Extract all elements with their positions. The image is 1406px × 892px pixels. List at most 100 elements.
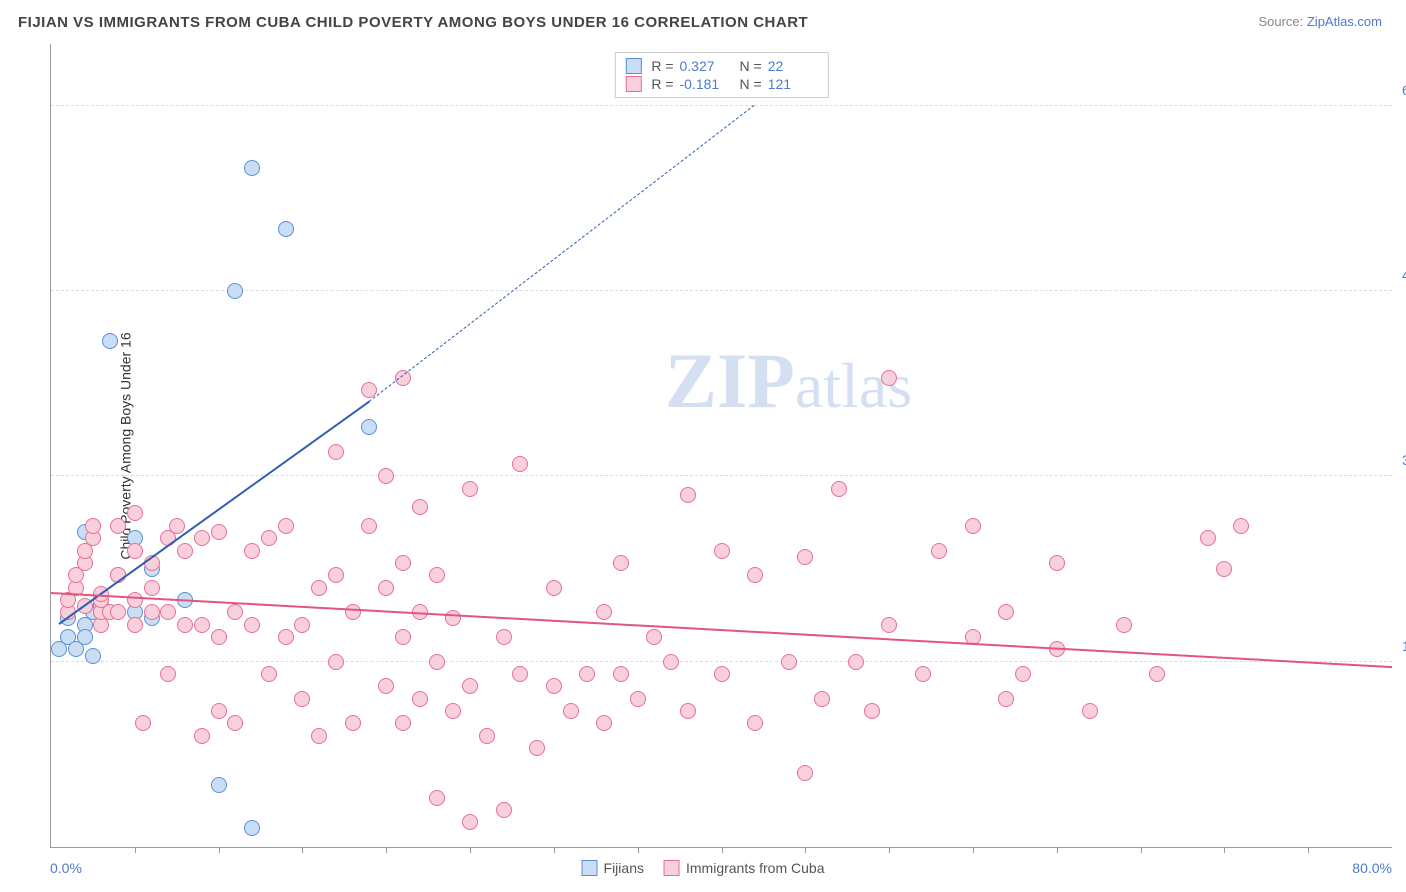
r-value: -0.181 xyxy=(680,76,730,92)
data-point xyxy=(378,468,394,484)
source-prefix: Source: xyxy=(1258,14,1306,29)
data-point xyxy=(278,221,294,237)
data-point xyxy=(177,617,193,633)
data-point xyxy=(881,370,897,386)
data-point xyxy=(328,654,344,670)
r-label: R = xyxy=(651,76,673,92)
legend-item: Fijians xyxy=(582,860,644,876)
chart-plot-area: ZIPatlas R =0.327N =22R =-0.181N =121 15… xyxy=(50,44,1392,848)
x-tick xyxy=(638,847,639,853)
data-point xyxy=(227,715,243,731)
x-tick xyxy=(1141,847,1142,853)
series-swatch xyxy=(625,58,641,74)
x-tick xyxy=(135,847,136,853)
data-point xyxy=(965,518,981,534)
source-label: Source: ZipAtlas.com xyxy=(1258,14,1382,29)
data-point xyxy=(1149,666,1165,682)
data-point xyxy=(169,518,185,534)
data-point xyxy=(998,691,1014,707)
x-tick xyxy=(1224,847,1225,853)
data-point xyxy=(361,518,377,534)
data-point xyxy=(596,604,612,620)
data-point xyxy=(1216,561,1232,577)
data-point xyxy=(144,604,160,620)
data-point xyxy=(378,678,394,694)
legend-swatch xyxy=(582,860,598,876)
x-tick xyxy=(554,847,555,853)
y-tick-label: 60.0% xyxy=(1402,82,1406,98)
x-tick xyxy=(889,847,890,853)
data-point xyxy=(244,543,260,559)
data-point xyxy=(680,487,696,503)
data-point xyxy=(462,814,478,830)
data-point xyxy=(144,580,160,596)
x-tick xyxy=(470,847,471,853)
data-point xyxy=(714,543,730,559)
data-point xyxy=(630,691,646,707)
data-point xyxy=(395,555,411,571)
x-tick xyxy=(1308,847,1309,853)
data-point xyxy=(1015,666,1031,682)
data-point xyxy=(328,567,344,583)
info-row: R =-0.181N =121 xyxy=(625,75,817,93)
data-point xyxy=(596,715,612,731)
data-point xyxy=(135,715,151,731)
data-point xyxy=(646,629,662,645)
data-point xyxy=(881,617,897,633)
data-point xyxy=(261,530,277,546)
data-point xyxy=(211,703,227,719)
data-point xyxy=(479,728,495,744)
n-label: N = xyxy=(740,58,762,74)
data-point xyxy=(831,481,847,497)
data-point xyxy=(546,580,562,596)
x-axis-max-label: 80.0% xyxy=(1352,860,1392,876)
data-point xyxy=(814,691,830,707)
correlation-info-box: R =0.327N =22R =-0.181N =121 xyxy=(614,52,828,98)
data-point xyxy=(412,499,428,515)
data-point xyxy=(85,518,101,534)
data-point xyxy=(345,715,361,731)
source-link[interactable]: ZipAtlas.com xyxy=(1307,14,1382,29)
data-point xyxy=(194,530,210,546)
data-point xyxy=(747,567,763,583)
data-point xyxy=(998,604,1014,620)
data-point xyxy=(1200,530,1216,546)
gridline-h xyxy=(51,290,1392,291)
data-point xyxy=(563,703,579,719)
data-point xyxy=(278,629,294,645)
data-point xyxy=(278,518,294,534)
data-point xyxy=(328,444,344,460)
x-tick xyxy=(722,847,723,853)
data-point xyxy=(1049,555,1065,571)
y-tick-label: 30.0% xyxy=(1402,452,1406,468)
data-point xyxy=(714,666,730,682)
data-point xyxy=(395,629,411,645)
gridline-h xyxy=(51,661,1392,662)
data-point xyxy=(160,604,176,620)
data-point xyxy=(529,740,545,756)
data-point xyxy=(848,654,864,670)
data-point xyxy=(445,703,461,719)
data-point xyxy=(227,283,243,299)
data-point xyxy=(781,654,797,670)
data-point xyxy=(546,678,562,694)
data-point xyxy=(1116,617,1132,633)
data-point xyxy=(294,617,310,633)
data-point xyxy=(395,715,411,731)
n-value: 121 xyxy=(768,76,818,92)
data-point xyxy=(462,678,478,694)
data-point xyxy=(747,715,763,731)
data-point xyxy=(244,820,260,836)
data-point xyxy=(361,419,377,435)
x-tick xyxy=(219,847,220,853)
data-point xyxy=(931,543,947,559)
data-point xyxy=(579,666,595,682)
data-point xyxy=(680,703,696,719)
data-point xyxy=(85,648,101,664)
data-point xyxy=(211,629,227,645)
data-point xyxy=(797,765,813,781)
data-point xyxy=(110,604,126,620)
data-point xyxy=(294,691,310,707)
legend-item: Immigrants from Cuba xyxy=(664,860,824,876)
data-point xyxy=(227,604,243,620)
